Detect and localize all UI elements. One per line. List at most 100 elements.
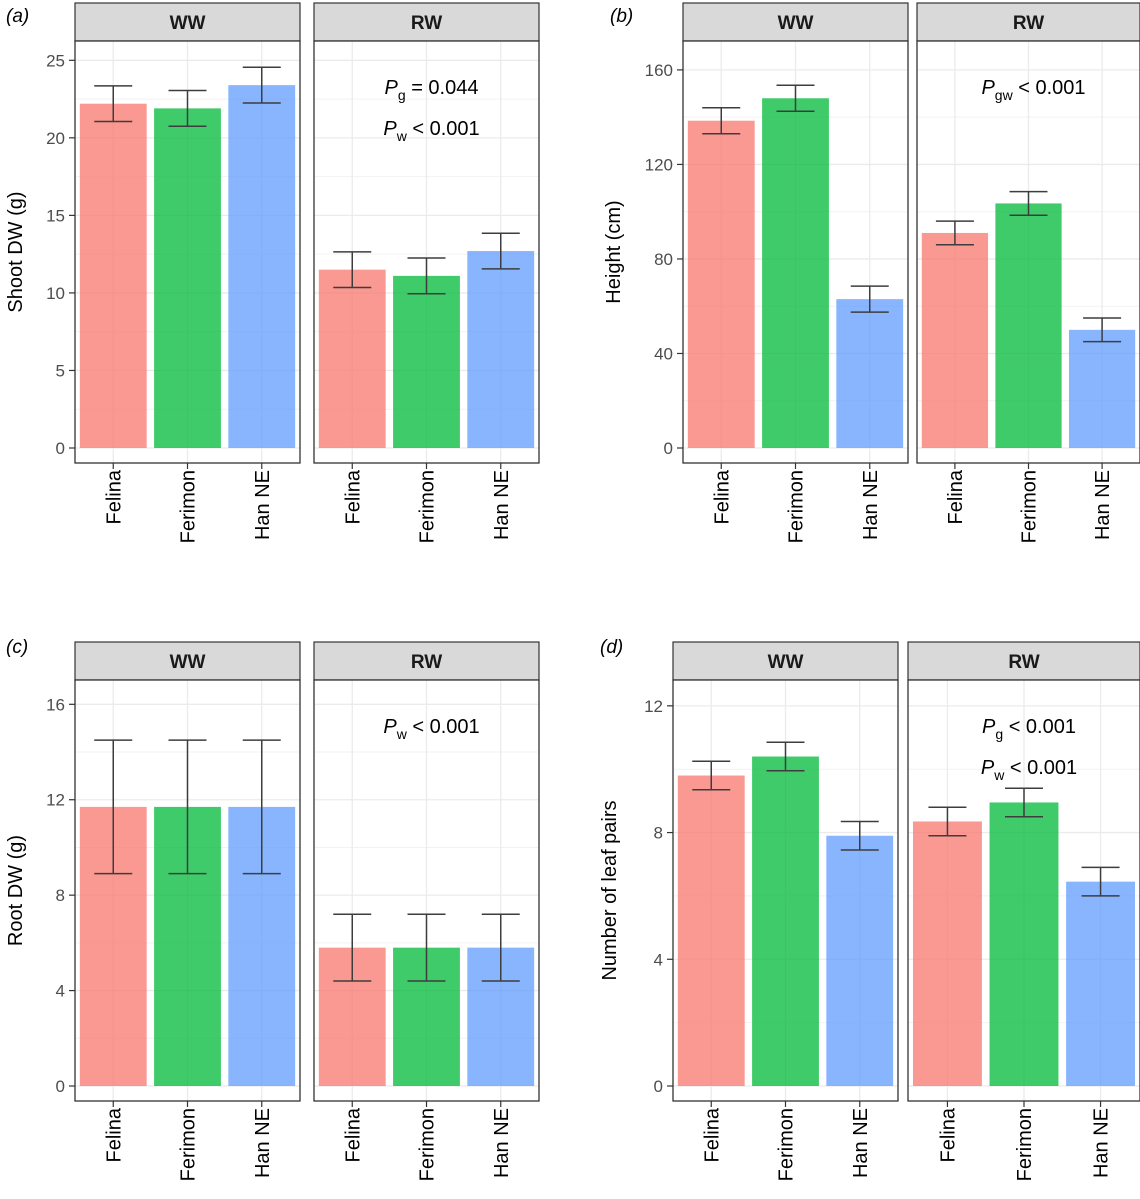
bar-felina [921, 232, 989, 448]
y-tick-label: 160 [645, 61, 673, 80]
error-bar [1081, 866, 1120, 897]
p-value-annotation: Pgw < 0.001 [981, 77, 1085, 103]
x-category-label: Felina [342, 469, 364, 524]
x-category-label: Ferimon [786, 470, 808, 543]
panel-letter: (b) [610, 6, 633, 27]
panel-border [916, 40, 1140, 464]
bar-ferimon [762, 98, 829, 448]
error-bar [242, 66, 281, 104]
error-bar [850, 285, 889, 313]
x-category-label: Han NE [252, 1108, 274, 1178]
bar-han-ne [467, 251, 535, 448]
y-tick-label: 16 [46, 695, 65, 714]
x-category-label: Felina [103, 1107, 125, 1162]
error-bar [407, 257, 446, 295]
error-bar [333, 251, 372, 289]
facet-strip-label: WW [170, 652, 206, 673]
error-bar [94, 739, 133, 875]
p-value-annotation: Pw < 0.001 [383, 118, 479, 144]
y-tick-label: 40 [654, 344, 673, 363]
bar-ferimon [752, 756, 819, 1086]
error-bar [1083, 317, 1122, 343]
error-bar [766, 741, 805, 772]
bar-ferimon [154, 108, 221, 448]
error-bar [692, 760, 731, 791]
error-bar [168, 89, 207, 127]
bar-felina [687, 120, 755, 449]
panel-border [74, 679, 301, 1102]
x-category-label: Felina [937, 1107, 959, 1162]
y-tick-label: 12 [644, 697, 663, 716]
panel-letter: (d) [600, 637, 623, 658]
facet-strip [74, 641, 301, 681]
x-category-label: Han NE [252, 470, 274, 540]
x-category-label: Han NE [1092, 470, 1114, 540]
x-category-label: Han NE [491, 470, 513, 540]
y-tick-label: 4 [56, 982, 65, 1001]
x-category-label: Felina [342, 1107, 364, 1162]
y-tick-label: 120 [645, 155, 673, 174]
p-value-annotation: Pg < 0.001 [982, 716, 1076, 742]
bar-han-ne [1066, 881, 1136, 1086]
bar-felina [912, 821, 982, 1086]
chart-panel-b: (b) Height (cm) 0 40 80 120 160 WW Felina Ferimon… [603, 2, 1140, 543]
bar-han-ne [836, 299, 904, 448]
error-bar [168, 739, 207, 875]
panel-border [313, 40, 540, 464]
facet-strip [682, 2, 909, 42]
error-bar [1005, 787, 1043, 818]
facet-strip-label: RW [411, 652, 442, 673]
facet-rw: RW Felina Ferimon Han NE Pw < 0.001 [313, 641, 540, 1181]
x-category-label: Ferimon [1019, 470, 1041, 543]
x-category-label: Ferimon [776, 1108, 798, 1181]
facet-ww: WW Felina Ferimon Han NE [74, 641, 301, 1181]
x-category-label: Felina [945, 469, 967, 524]
facet-strip [313, 641, 540, 681]
bar-han-ne [228, 85, 296, 448]
x-category-label: Ferimon [417, 470, 439, 543]
error-bar [776, 84, 815, 113]
panel-letter: (c) [6, 637, 28, 658]
bar-ferimon [989, 802, 1059, 1086]
panel-letter: (a) [6, 6, 29, 27]
facet-rw: RW Felina Ferimon Han NE Pg < 0.001 Pw < 0.00… [907, 641, 1140, 1181]
facet-rw: RW Felina Ferimon Han NE Pg = 0.044 Pw < 0.00… [313, 2, 540, 543]
facet-strip [672, 641, 899, 681]
facet-strip-label: RW [1008, 652, 1039, 673]
y-tick-label: 10 [46, 284, 65, 303]
y-tick-label: 0 [654, 1077, 663, 1096]
facet-strip-label: WW [778, 13, 814, 34]
y-tick-label: 0 [56, 1077, 65, 1096]
y-axis-title: Root DW (g) [5, 835, 27, 946]
error-bar [481, 232, 520, 270]
y-tick-label: 15 [46, 206, 65, 225]
chart-panel-c: (c) Root DW (g) 0 4 8 12 16 WW Felina Ferimon Han … [5, 637, 540, 1181]
x-category-label: Han NE [860, 470, 882, 540]
facet-strip-label: RW [411, 13, 442, 34]
bar-felina [79, 103, 147, 448]
facet-strip-label: WW [768, 652, 804, 673]
y-tick-label: 25 [46, 51, 65, 70]
error-bar [840, 820, 879, 851]
p-value-annotation: Pg = 0.044 [385, 77, 479, 103]
y-tick-label: 4 [654, 950, 663, 969]
p-value-annotation: Pw < 0.001 [981, 757, 1077, 783]
error-bar [94, 85, 133, 123]
x-category-label: Ferimon [1014, 1108, 1036, 1181]
panel-border [682, 40, 909, 464]
facet-strip [907, 641, 1140, 681]
x-category-label: Felina [711, 469, 733, 524]
facet-strip-label: WW [170, 13, 206, 34]
error-bar [407, 913, 446, 982]
bar-han-ne [1068, 329, 1136, 448]
facet-ww: WW Felina Ferimon Han NE [682, 2, 909, 543]
error-bar [1009, 190, 1048, 216]
error-bar [481, 913, 520, 982]
y-axis-title: Number of leaf pairs [599, 800, 621, 980]
x-category-label: Ferimon [417, 1108, 439, 1181]
error-bar [242, 739, 281, 875]
bar-han-ne [826, 835, 894, 1086]
y-tick-label: 0 [664, 439, 673, 458]
panel-border [313, 679, 540, 1102]
